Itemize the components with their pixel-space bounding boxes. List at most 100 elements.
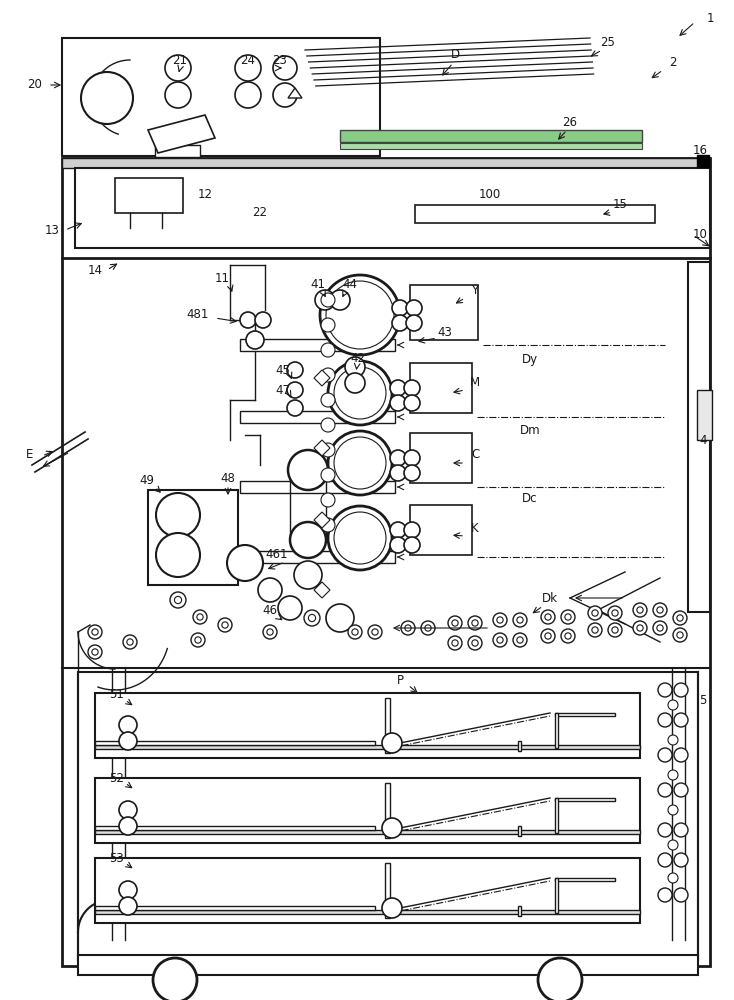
Bar [555, 713, 558, 748]
Circle shape [273, 83, 297, 107]
Bar [518, 826, 521, 836]
Circle shape [657, 607, 663, 613]
Circle shape [240, 312, 256, 328]
Bar [410, 505, 472, 555]
Text: 41: 41 [310, 278, 325, 292]
Circle shape [493, 633, 507, 647]
Circle shape [193, 610, 207, 624]
Bar [62, 38, 380, 156]
Text: 23: 23 [272, 53, 288, 66]
Circle shape [334, 437, 386, 489]
Circle shape [267, 629, 273, 635]
Circle shape [119, 801, 137, 819]
Circle shape [372, 629, 378, 635]
Polygon shape [314, 512, 330, 528]
Text: Dm: Dm [520, 424, 540, 436]
Circle shape [633, 621, 647, 635]
Circle shape [218, 618, 232, 632]
Circle shape [165, 82, 191, 108]
Circle shape [637, 625, 643, 631]
Circle shape [326, 281, 394, 349]
Circle shape [258, 578, 282, 602]
Circle shape [382, 818, 402, 838]
Text: 12: 12 [197, 188, 213, 202]
Circle shape [588, 623, 602, 637]
Circle shape [452, 620, 458, 626]
Circle shape [321, 493, 335, 507]
Text: 481: 481 [187, 308, 209, 322]
Circle shape [612, 610, 618, 616]
Bar [95, 778, 640, 843]
Bar [385, 863, 390, 918]
Circle shape [668, 735, 678, 745]
Circle shape [497, 637, 503, 643]
Bar [385, 783, 390, 838]
Text: 46: 46 [263, 603, 277, 616]
Circle shape [255, 312, 271, 328]
Text: 26: 26 [562, 115, 578, 128]
Circle shape [81, 72, 133, 124]
Bar [385, 698, 390, 753]
Circle shape [321, 293, 335, 307]
Circle shape [127, 639, 133, 645]
Circle shape [368, 625, 382, 639]
Circle shape [653, 603, 667, 617]
Text: 44: 44 [343, 278, 357, 292]
Circle shape [390, 522, 406, 538]
Circle shape [119, 732, 137, 750]
Circle shape [227, 545, 263, 581]
Bar [555, 798, 558, 833]
Circle shape [513, 633, 527, 647]
Circle shape [92, 629, 98, 635]
Circle shape [612, 627, 618, 633]
Circle shape [326, 604, 354, 632]
Text: 53: 53 [109, 852, 124, 864]
Text: 11: 11 [214, 271, 230, 284]
Text: Dk: Dk [542, 591, 558, 604]
Circle shape [287, 400, 303, 416]
Circle shape [674, 713, 688, 727]
Circle shape [390, 395, 406, 411]
Circle shape [290, 522, 326, 558]
Polygon shape [148, 115, 215, 153]
Circle shape [382, 733, 402, 753]
Circle shape [119, 897, 137, 915]
Circle shape [674, 823, 688, 837]
Circle shape [287, 362, 303, 378]
Circle shape [320, 275, 400, 355]
Circle shape [561, 629, 575, 643]
Text: Y: Y [471, 284, 479, 296]
Text: 21: 21 [172, 53, 187, 66]
Bar [95, 830, 640, 834]
Circle shape [348, 625, 362, 639]
Circle shape [405, 625, 411, 631]
Circle shape [674, 853, 688, 867]
Text: 4: 4 [700, 434, 707, 446]
Circle shape [448, 636, 462, 650]
Circle shape [404, 465, 420, 481]
Circle shape [541, 610, 555, 624]
Circle shape [401, 621, 415, 635]
Circle shape [321, 468, 335, 482]
Circle shape [668, 700, 678, 710]
Circle shape [674, 783, 688, 797]
Bar [62, 158, 710, 168]
Circle shape [382, 898, 402, 918]
Circle shape [165, 55, 191, 81]
Circle shape [170, 592, 186, 608]
Circle shape [406, 315, 422, 331]
Circle shape [390, 537, 406, 553]
Circle shape [674, 748, 688, 762]
Circle shape [538, 958, 582, 1000]
Circle shape [658, 853, 672, 867]
Text: 20: 20 [28, 79, 43, 92]
Circle shape [175, 596, 181, 604]
Circle shape [673, 611, 687, 625]
Circle shape [334, 512, 386, 564]
Circle shape [195, 637, 201, 643]
Circle shape [677, 615, 683, 621]
Text: 25: 25 [600, 35, 615, 48]
Circle shape [608, 623, 622, 637]
Circle shape [472, 640, 478, 646]
Circle shape [246, 331, 264, 349]
